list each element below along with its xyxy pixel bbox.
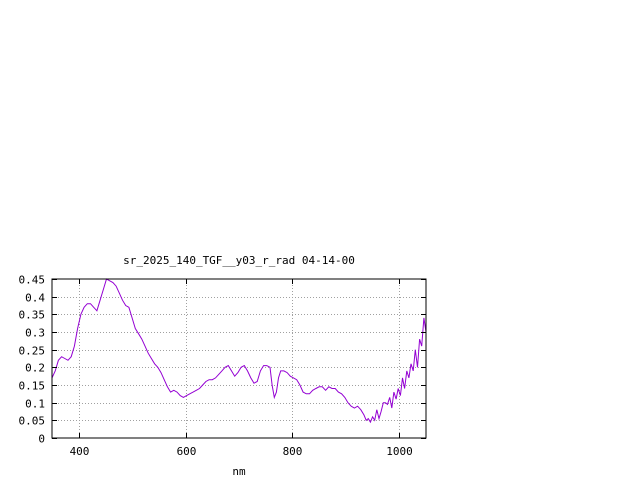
x-tick-label: 600 — [177, 445, 197, 458]
x-tick-label: 400 — [70, 445, 90, 458]
y-tick-label: 0.2 — [25, 362, 45, 375]
x-tick-label: 1000 — [386, 445, 413, 458]
y-tick-label: 0.05 — [19, 415, 46, 428]
y-tick-label: 0.25 — [19, 345, 46, 358]
plot-frame — [51, 278, 427, 439]
y-tick-label: 0.1 — [25, 398, 45, 411]
x-axis-label: nm — [232, 465, 246, 478]
chart-title: sr_2025_140_TGF__y03_r_rad 04-14-00 — [123, 254, 355, 267]
x-tick-label: 800 — [283, 445, 303, 458]
y-tick-label: 0.3 — [25, 327, 45, 340]
ticks: 0 0.05 0.1 0.15 0.2 0.25 0.3 0.35 0.4 0.45 400 600 8… — [19, 274, 426, 458]
series-line — [51, 278, 427, 424]
grid — [52, 279, 426, 438]
y-tick-label: 0.35 — [19, 309, 46, 322]
y-tick-label: 0.45 — [19, 274, 46, 287]
series-layer — [51, 278, 427, 424]
y-tick-label: 0 — [38, 433, 45, 446]
y-tick-label: 0.15 — [19, 380, 46, 393]
y-tick-label: 0.4 — [25, 292, 45, 305]
